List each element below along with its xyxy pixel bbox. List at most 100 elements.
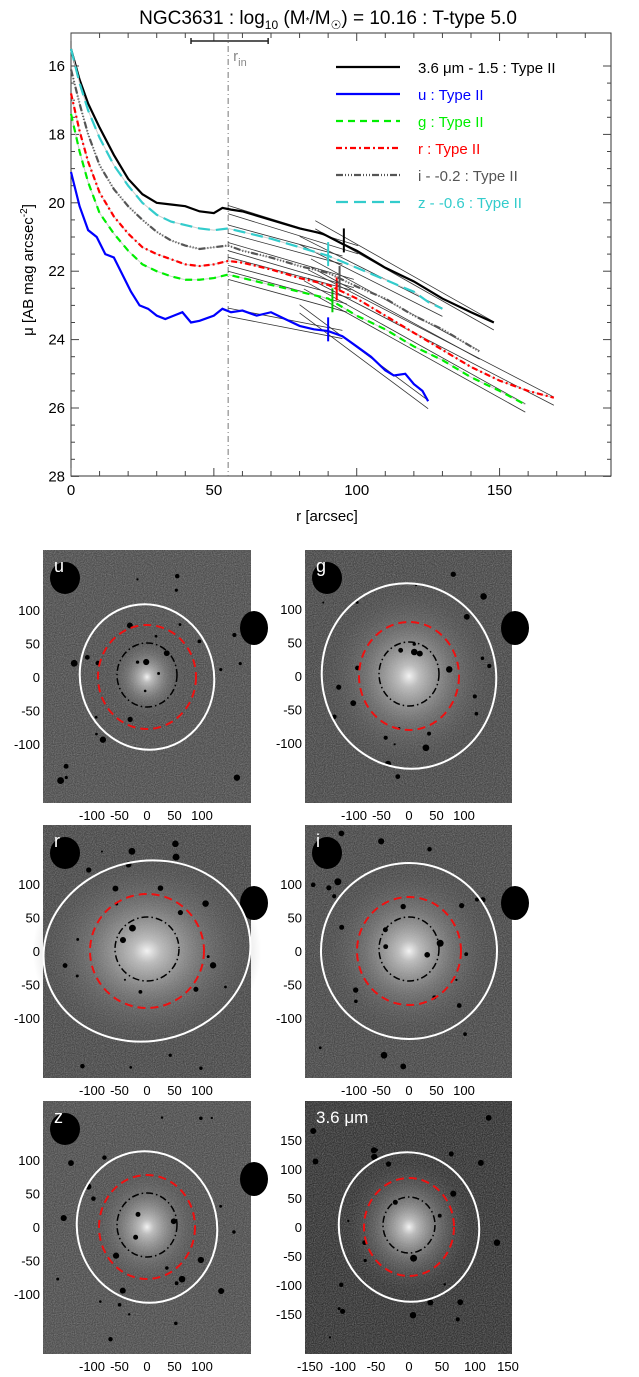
masked-star — [312, 562, 342, 594]
legend-label: g : Type II — [418, 114, 484, 131]
x-tick-label: 150 — [487, 482, 512, 499]
band-label: g — [316, 556, 326, 576]
y-tick-label: 50 — [288, 636, 302, 651]
masked-star — [450, 1190, 457, 1197]
x-tick-label: 0 — [143, 1083, 150, 1098]
masked-star — [129, 1066, 133, 1069]
masked-star — [456, 1003, 462, 1008]
masked-star — [334, 878, 342, 886]
plot-frame — [70, 32, 612, 477]
masked-star — [232, 632, 237, 638]
inner-ellipse — [116, 642, 178, 708]
masked-star — [380, 1051, 388, 1059]
y-tick-label: 16 — [48, 58, 65, 75]
masked-star — [398, 647, 404, 653]
masked-star — [84, 654, 90, 660]
masked-star — [233, 774, 241, 781]
galaxy-image — [322, 583, 496, 769]
band-label: i — [316, 831, 320, 851]
masked-star — [238, 662, 242, 666]
masked-star — [371, 1153, 378, 1161]
image-panel-g: g -100 -50 0 50 100 100 50 0 -50 -100 — [276, 550, 529, 823]
masked-star — [219, 667, 223, 672]
fit-line — [307, 277, 555, 406]
masked-star — [218, 1287, 225, 1295]
x-tick-label: 0 — [143, 1359, 150, 1374]
masked-star — [409, 1311, 417, 1319]
profile-line — [69, 93, 555, 399]
masked-star — [224, 985, 227, 989]
x-tick-label: 100 — [453, 1083, 475, 1098]
masked-star — [383, 944, 389, 950]
x-tick-label: 100 — [344, 482, 369, 499]
masked-star — [455, 978, 458, 982]
masked-star — [383, 735, 388, 740]
y-tick-label: 28 — [48, 468, 65, 485]
masked-star — [385, 1161, 392, 1167]
masked-star — [154, 634, 158, 638]
x-tick-label: -50 — [372, 808, 391, 823]
fit-line — [315, 220, 495, 323]
masked-star — [347, 1219, 350, 1223]
masked-star — [102, 1155, 107, 1160]
masked-star — [312, 1158, 319, 1165]
y-tick-label: 100 — [280, 877, 302, 892]
masked-star — [474, 711, 479, 716]
masked-star — [64, 775, 68, 780]
y-tick-label: 50 — [288, 1191, 302, 1206]
image-panel-3.6-μm: 3.6 μm -150 -100 -50 0 50 100 150 150 100 50 0 -50 -1… — [276, 1101, 519, 1374]
y-tick-label: 22 — [48, 263, 65, 280]
masked-star — [138, 989, 143, 994]
profile-line — [69, 48, 495, 324]
masked-star — [472, 694, 477, 699]
masked-star — [332, 894, 337, 899]
masked-star — [199, 1066, 203, 1070]
x-tick-label: 0 — [405, 1359, 412, 1374]
inner-ellipse — [116, 1192, 178, 1258]
image-panels: u -100 -50 0 50 100 100 50 0 -50 -100 g -100 -50 0 50 10… — [14, 550, 529, 1374]
masked-star — [477, 1159, 484, 1166]
x-tick-label: 100 — [191, 808, 213, 823]
masked-star — [50, 1113, 80, 1145]
masked-star — [128, 847, 136, 855]
legend-label: u : Type II — [418, 87, 484, 104]
galaxy-image — [321, 863, 497, 1039]
masked-star — [463, 1032, 467, 1036]
masked-star — [157, 885, 164, 891]
legend-label: i - -0.2 : Type II — [418, 168, 518, 185]
y-tick-label: 50 — [26, 1187, 40, 1202]
band-label: r — [54, 831, 60, 851]
masked-star — [177, 909, 183, 916]
masked-star — [95, 732, 98, 736]
masked-star — [63, 763, 69, 769]
y-tick-label: 0 — [295, 669, 302, 684]
masked-star — [70, 659, 78, 667]
fit-line — [228, 213, 359, 255]
r-in-label-sub: in — [238, 57, 247, 69]
galaxy-image — [32, 852, 262, 1050]
fit-line — [299, 312, 429, 410]
masked-star — [129, 924, 136, 932]
masked-star — [108, 1336, 113, 1342]
x-tick-label: 50 — [167, 1359, 181, 1374]
masked-star — [199, 1116, 203, 1121]
masked-star — [350, 700, 357, 707]
x-tick-label: 50 — [206, 482, 223, 499]
x-tick-label: -100 — [79, 1359, 105, 1374]
masked-star — [209, 962, 217, 969]
image-panel-r: r -100 -50 0 50 100 100 50 0 -50 -100 — [14, 825, 268, 1098]
masked-star — [310, 1127, 317, 1135]
masked-star — [135, 660, 140, 664]
masked-star — [80, 1063, 85, 1069]
y-tick-label: 100 — [280, 1162, 302, 1177]
band-label: z — [54, 1107, 63, 1127]
x-tick-label: -50 — [110, 1083, 129, 1098]
masked-star — [174, 588, 178, 592]
masked-star — [94, 715, 98, 719]
masked-star — [172, 853, 180, 861]
masked-star — [352, 987, 359, 993]
masked-star — [312, 837, 342, 869]
masked-star — [424, 951, 431, 958]
masked-star — [128, 1313, 131, 1316]
